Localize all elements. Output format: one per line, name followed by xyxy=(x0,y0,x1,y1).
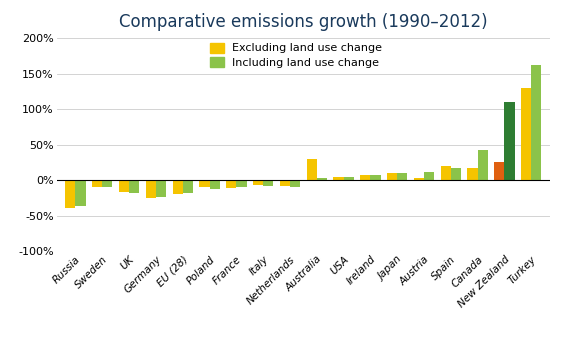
Bar xyxy=(387,173,397,180)
Bar xyxy=(146,180,156,198)
Bar xyxy=(172,180,183,194)
Title: Comparative emissions growth (1990–2012): Comparative emissions growth (1990–2012) xyxy=(119,13,488,31)
Bar xyxy=(424,172,434,180)
Bar xyxy=(102,180,112,187)
Bar xyxy=(236,180,247,187)
Bar xyxy=(75,180,86,206)
Bar xyxy=(129,180,139,193)
Bar xyxy=(397,173,407,180)
Bar xyxy=(360,175,370,180)
Bar xyxy=(441,166,451,180)
Bar xyxy=(451,168,461,180)
Bar xyxy=(280,180,290,186)
Bar xyxy=(226,180,236,188)
Bar xyxy=(183,180,193,193)
Legend: Excluding land use change, Including land use change: Excluding land use change, Including lan… xyxy=(210,43,383,67)
Bar xyxy=(505,102,515,180)
Bar xyxy=(521,88,531,180)
Bar xyxy=(370,175,380,180)
Bar xyxy=(467,168,477,180)
Bar xyxy=(210,180,219,189)
Bar xyxy=(200,180,210,187)
Bar xyxy=(344,177,354,180)
Bar xyxy=(477,150,488,180)
Bar xyxy=(156,180,166,198)
Bar xyxy=(317,178,327,180)
Bar xyxy=(414,178,424,180)
Bar xyxy=(253,180,263,185)
Bar xyxy=(494,162,505,180)
Bar xyxy=(333,177,344,180)
Bar xyxy=(263,180,273,186)
Bar xyxy=(531,65,541,180)
Bar xyxy=(119,180,129,192)
Bar xyxy=(92,180,102,187)
Bar xyxy=(65,180,75,208)
Bar xyxy=(290,180,300,187)
Bar xyxy=(307,159,317,180)
